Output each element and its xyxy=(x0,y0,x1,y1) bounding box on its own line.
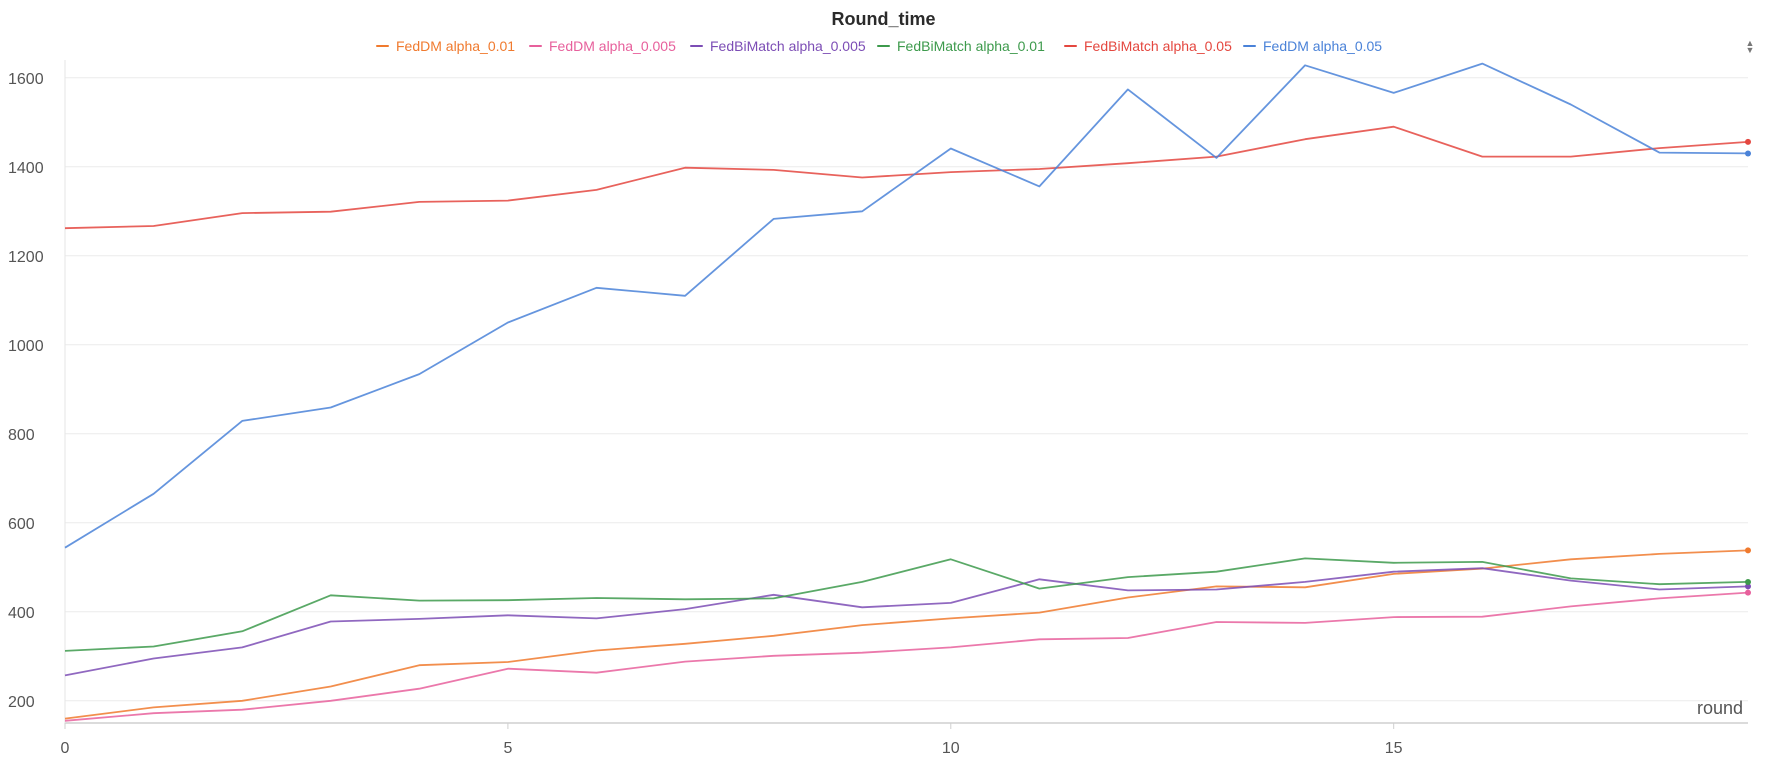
legend-label: FedDM alpha_0.05 xyxy=(1263,38,1383,54)
legend-swatch xyxy=(1064,45,1077,47)
series-end-point xyxy=(1745,150,1751,157)
series-end-point xyxy=(1745,583,1751,590)
series-line xyxy=(64,557,1749,652)
y-tick-label: 400 xyxy=(8,605,35,622)
legend-item[interactable]: FedDM alpha_0.005 xyxy=(529,38,676,54)
legend-swatch xyxy=(877,45,890,47)
legend-label: FedDM alpha_0.005 xyxy=(549,38,676,54)
series-line xyxy=(64,549,1749,720)
series-line xyxy=(64,125,1749,230)
y-tick-label: 1200 xyxy=(8,249,44,266)
legend-label: FedBiMatch alpha_0.005 xyxy=(710,38,866,54)
x-tick-label: 5 xyxy=(503,740,512,757)
legend-item[interactable]: FedDM alpha_0.05 xyxy=(1243,38,1382,54)
y-tick-label: 1400 xyxy=(8,160,44,177)
series-line xyxy=(64,62,1749,549)
y-tick-label: 1000 xyxy=(8,338,44,355)
series-end-point xyxy=(1745,547,1751,554)
series-end-point xyxy=(1745,138,1751,145)
legend: FedDM alpha_0.01 FedDM alpha_0.005 FedBiMa… xyxy=(0,38,1767,58)
x-tick-label: 15 xyxy=(1385,740,1403,757)
legend-item[interactable]: FedBiMatch alpha_0.05 xyxy=(1064,38,1232,54)
menu-sort-icon[interactable]: ▲ ▼ xyxy=(1745,38,1755,55)
legend-swatch xyxy=(529,45,542,47)
chart-title: Round_time xyxy=(831,9,936,29)
legend-label: FedBiMatch alpha_0.05 xyxy=(1084,38,1232,54)
legend-label: FedDM alpha_0.01 xyxy=(396,38,516,54)
series-line xyxy=(64,591,1749,722)
series-end-point xyxy=(1745,578,1751,585)
legend-swatch xyxy=(690,45,703,47)
legend-swatch xyxy=(376,45,389,47)
legend-label: FedBiMatch alpha_0.01 xyxy=(897,38,1045,54)
y-tick-label: 200 xyxy=(8,694,35,711)
legend-item[interactable]: FedBiMatch alpha_0.01 xyxy=(877,38,1045,54)
x-tick-label: 0 xyxy=(61,740,70,757)
legend-swatch xyxy=(1243,45,1256,47)
legend-item[interactable]: FedBiMatch alpha_0.005 xyxy=(690,38,866,54)
y-tick-label: 1600 xyxy=(8,71,44,88)
legend-item[interactable]: FedDM alpha_0.01 xyxy=(376,38,515,54)
x-axis-title: round xyxy=(1697,698,1743,718)
x-tick-label: 10 xyxy=(942,740,960,757)
series-end-point xyxy=(1745,589,1751,596)
series-line xyxy=(64,567,1749,677)
y-tick-label: 600 xyxy=(8,516,35,533)
y-tick-label: 800 xyxy=(8,427,35,444)
